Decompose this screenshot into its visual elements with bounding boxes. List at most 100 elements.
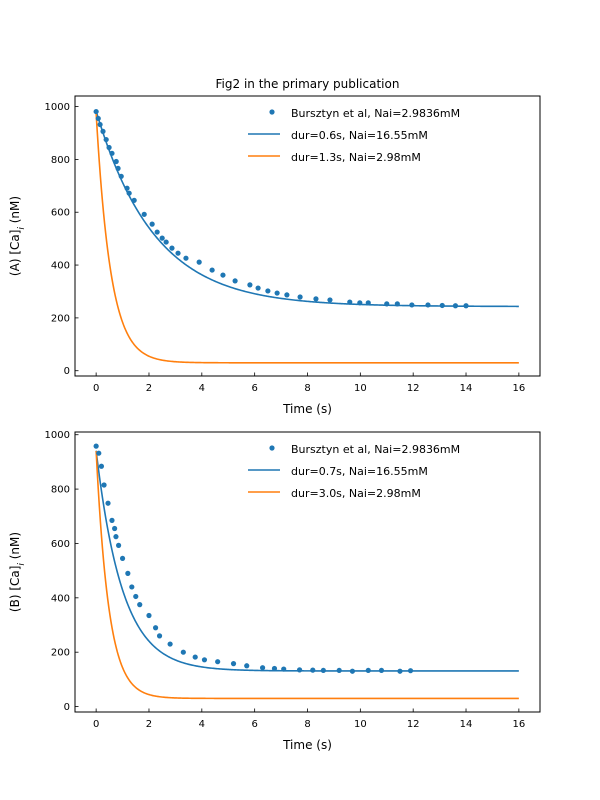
data-point [97, 121, 103, 128]
data-point [384, 301, 390, 307]
data-point [313, 296, 319, 302]
y-tick-label: 1000 [45, 430, 70, 441]
x-tick-label: 10 [354, 383, 367, 394]
data-point [141, 211, 147, 217]
data-point [103, 136, 109, 143]
data-point [115, 542, 122, 548]
data-point [232, 278, 238, 284]
x-tick-label: 16 [512, 383, 525, 394]
y-tick-label: 600 [51, 539, 70, 550]
y-tick-label: 0 [64, 702, 70, 713]
data-point [93, 443, 99, 449]
x-tick-label: 2 [146, 383, 152, 394]
data-point [156, 633, 163, 639]
data-point [259, 665, 266, 671]
data-point [106, 144, 112, 151]
data-point [310, 667, 316, 673]
x-axis-label: Time (s) [282, 738, 332, 752]
plot-area [93, 108, 519, 364]
legend-marker [269, 445, 275, 451]
data-point [183, 255, 189, 261]
data-point [112, 525, 118, 532]
data-point [347, 299, 353, 305]
x-tick-label: 2 [146, 719, 152, 730]
y-axis-label-subscript: i [17, 563, 27, 566]
data-point [109, 150, 115, 156]
panel-a: 0 2 4 6 8 10 12 14 16 0 200 400 600 800 1000 Time (s) (A… [8, 95, 541, 416]
data-point [146, 612, 152, 619]
data-point [192, 654, 198, 660]
x-tick-label: 12 [407, 719, 420, 730]
data-point [163, 239, 169, 245]
x-tick-label: 6 [251, 719, 257, 730]
data-point [125, 570, 131, 576]
x-tick-label: 8 [304, 719, 310, 730]
data-point [378, 667, 385, 674]
data-point [365, 300, 371, 306]
data-point [336, 667, 342, 674]
plot-area [93, 443, 519, 700]
x-tick-label: 4 [199, 719, 205, 730]
data-point [169, 245, 175, 251]
y-axis-label-unit: (nM) [8, 196, 22, 227]
panel-b: 0 2 4 6 8 10 12 14 16 0 200 400 600 800 1000 Time (s) (B… [8, 430, 541, 752]
x-tick-label: 0 [93, 719, 99, 730]
data-point [118, 173, 124, 179]
series-line-1 [95, 110, 519, 308]
data-point [284, 292, 290, 298]
y-axis-label-main: (A) [Ca] [8, 230, 22, 276]
legend-label: dur=3.0s, Nai=2.98mM [291, 487, 421, 500]
x-tick-label: 0 [93, 383, 99, 394]
series-line-2 [95, 113, 519, 364]
y-axis-label-main: (B) [Ca] [8, 566, 22, 613]
data-point [137, 602, 143, 608]
y-tick-label: 600 [51, 208, 70, 219]
data-point [281, 666, 287, 672]
x-tick-label: 14 [460, 719, 473, 730]
data-point [320, 667, 326, 674]
data-point [95, 115, 101, 122]
data-point [159, 235, 165, 241]
x-tick-label: 6 [251, 383, 257, 394]
y-tick-label: 1000 [45, 102, 70, 113]
data-point [271, 665, 278, 672]
data-point [115, 165, 121, 171]
data-point [109, 517, 115, 523]
y-tick-label: 400 [51, 593, 70, 604]
y-axis-label-subscript: i [17, 227, 27, 230]
x-axis-label: Time (s) [282, 402, 332, 416]
legend-label: dur=0.6s, Nai=16.55mM [291, 129, 428, 142]
data-point [397, 668, 403, 674]
legend: Bursztyn et al, Nai=2.9836mM dur=0.7s, Na… [248, 443, 460, 500]
data-point [365, 667, 371, 674]
data-point [119, 555, 126, 562]
data-point [196, 259, 202, 265]
data-point [124, 185, 130, 191]
data-point [133, 593, 139, 600]
data-point [265, 288, 271, 294]
x-tick-label: 16 [512, 719, 525, 730]
y-tick-label: 800 [51, 155, 70, 166]
data-point [274, 290, 280, 296]
data-point [113, 534, 119, 540]
data-point [180, 649, 186, 655]
x-tick-label: 10 [354, 719, 367, 730]
y-axis-label: (B) [Ca]i (nM) [8, 532, 27, 612]
x-tick-label: 12 [407, 383, 420, 394]
y-tick-label: 400 [51, 261, 70, 272]
data-point [349, 668, 356, 674]
y-tick-label: 200 [51, 648, 70, 659]
x-tick-label: 4 [199, 383, 205, 394]
data-point [126, 190, 132, 196]
data-point [407, 668, 414, 674]
data-point [131, 197, 137, 203]
data-point [129, 584, 135, 590]
data-point [394, 301, 400, 307]
series-line-1 [95, 450, 519, 672]
chart-title: Fig2 in the primary publication [216, 77, 400, 91]
data-point [220, 272, 226, 278]
legend-label: Bursztyn et al, Nai=2.9836mM [291, 443, 460, 456]
data-point [327, 297, 333, 303]
